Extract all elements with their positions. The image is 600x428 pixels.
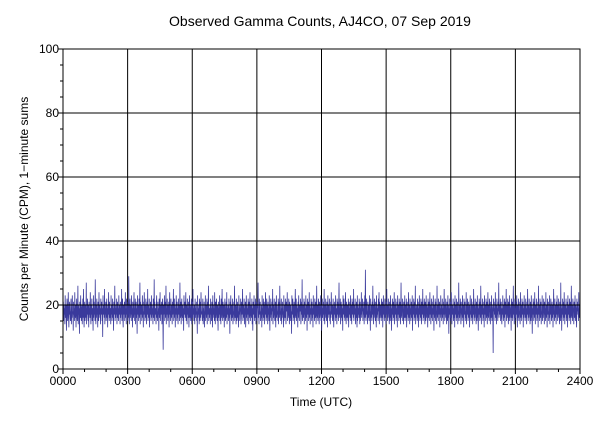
x-tick-label: 0600: [179, 374, 206, 388]
x-tick-labels: 0000 0300 0600 0900 1200 1500 1800 2100 2400: [50, 374, 594, 388]
y-axis-label: Counts per Minute (CPM), 1−minute sums: [17, 97, 31, 321]
x-tick-label: 1200: [308, 374, 335, 388]
axis-ticks: [58, 48, 581, 374]
x-tick-label: 1800: [437, 374, 464, 388]
grid-lines: [63, 49, 580, 369]
x-tick-label: 0000: [50, 374, 77, 388]
x-tick-label: 1500: [373, 374, 400, 388]
y-tick-label: 20: [46, 298, 60, 312]
series-group: [62, 269, 581, 354]
x-tick-label: 0900: [244, 374, 271, 388]
y-tick-label: 0: [52, 362, 59, 376]
y-tick-label: 40: [46, 234, 60, 248]
series-line: [62, 269, 581, 354]
x-tick-label: 2100: [502, 374, 529, 388]
y-tick-label: 60: [46, 170, 60, 184]
x-axis-label: Time (UTC): [290, 395, 352, 409]
y-tick-labels: 0 20 40 60 80 100: [39, 42, 59, 376]
x-tick-label: 0300: [114, 374, 141, 388]
chart-title: Observed Gamma Counts, AJ4CO, 07 Sep 201…: [169, 13, 471, 29]
y-tick-label: 100: [39, 42, 59, 56]
x-tick-label: 2400: [567, 374, 594, 388]
y-tick-label: 80: [46, 106, 60, 120]
